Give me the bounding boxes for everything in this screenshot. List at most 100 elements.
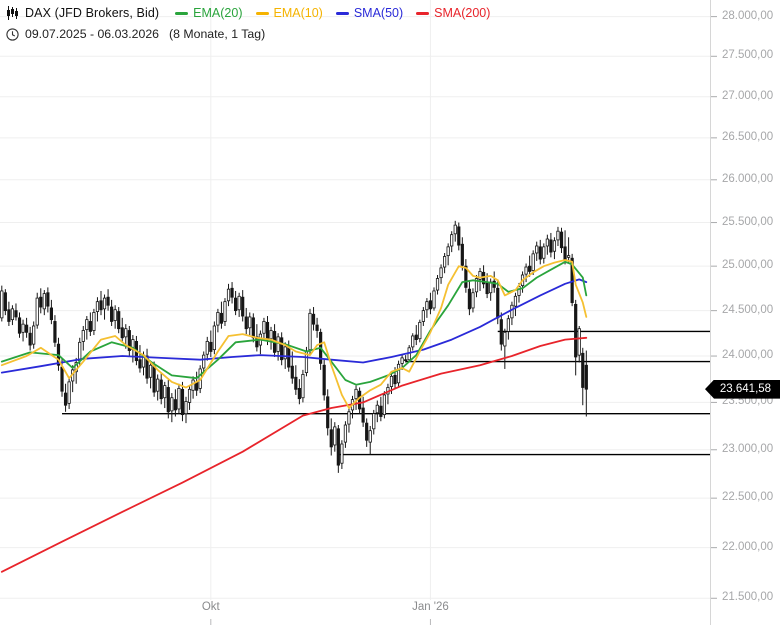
candle-body	[234, 297, 238, 312]
candle-body	[443, 256, 447, 268]
price-axis-label: 25.500,00	[722, 215, 774, 228]
candle-body	[425, 301, 429, 311]
candle-body	[173, 399, 177, 411]
candle-body	[205, 341, 209, 355]
candle-body	[567, 255, 571, 258]
time-axis-label: Okt	[201, 601, 220, 613]
candle-body	[471, 292, 475, 309]
price-axis-label: 23.000,00	[722, 442, 774, 455]
candle-body	[244, 316, 248, 330]
candle-body	[301, 374, 305, 399]
candle-body	[95, 301, 100, 312]
range-row: 09.07.2025 - 06.03.2026 (8 Monate, 1 Tag…	[6, 24, 503, 44]
candle-body	[499, 319, 503, 345]
candle-body	[492, 280, 496, 288]
candle-body	[216, 312, 220, 326]
candle-body	[138, 359, 142, 369]
candle-body	[74, 362, 78, 373]
candle-body	[340, 443, 344, 464]
candle-body	[549, 239, 553, 253]
candle-body	[329, 429, 333, 448]
candle-body	[382, 394, 386, 416]
candle-body	[152, 365, 156, 393]
candle-body	[177, 387, 181, 410]
candle-body	[421, 310, 425, 322]
candle-body	[39, 296, 43, 308]
candle-body	[241, 296, 245, 317]
candle-body	[372, 413, 376, 430]
price-axis-label: 22.500,00	[722, 491, 774, 504]
ema20-color-dash	[175, 11, 189, 15]
period-label: (8 Monate, 1 Tag)	[169, 27, 266, 41]
candle-body	[365, 422, 369, 441]
candle-body	[262, 321, 266, 334]
candle-body	[404, 359, 408, 362]
candle-body	[49, 307, 53, 321]
candle-body	[88, 321, 92, 332]
candle-body	[556, 230, 560, 241]
candle-body	[17, 317, 22, 334]
symbol-row: DAX (JFD Brokers, Bid) EMA(20) EMA(10) S…	[6, 3, 503, 23]
candle-body	[326, 396, 330, 429]
candle-body	[81, 330, 85, 342]
candle-body	[411, 335, 415, 348]
legend-label: EMA(10)	[273, 6, 323, 20]
legend-item-sma50[interactable]: SMA(50)	[335, 6, 404, 20]
candle-body	[163, 385, 167, 399]
candle-body	[464, 265, 468, 288]
candle-body	[563, 246, 567, 260]
symbol-label: DAX (JFD Brokers, Bid)	[25, 6, 160, 20]
legend-item-ema20[interactable]: EMA(20)	[175, 6, 243, 20]
sma50-color-dash	[335, 11, 349, 15]
candle-body	[212, 325, 216, 351]
candle-body	[535, 245, 539, 254]
candle-body	[187, 388, 192, 403]
candle-body	[439, 267, 443, 279]
candle-body	[524, 266, 528, 275]
candle-body	[170, 397, 174, 412]
candle-body	[159, 379, 163, 400]
price-axis-label: 28.000,00	[722, 9, 774, 22]
candle-body	[506, 318, 510, 332]
candle-body	[287, 347, 291, 368]
date-range-label: 09.07.2025 - 06.03.2026	[25, 27, 160, 41]
candle-body	[202, 354, 206, 369]
candle-body	[230, 287, 234, 298]
candle-body	[457, 226, 461, 246]
candle-body	[251, 317, 255, 339]
legend-item-ema10[interactable]: EMA(10)	[255, 6, 323, 20]
candle-body	[145, 355, 149, 379]
candle-body	[237, 295, 241, 311]
price-axis-label: 24.500,00	[722, 303, 774, 316]
candle-body	[450, 234, 454, 247]
price-axis-label: 26.000,00	[722, 172, 774, 185]
candle-body	[120, 327, 124, 339]
candle-body	[297, 387, 301, 400]
candle-body	[478, 271, 482, 280]
candle-body	[393, 375, 397, 385]
candle-body	[513, 295, 518, 307]
candle-body	[354, 388, 358, 400]
candle-body	[347, 411, 351, 425]
candle-body	[396, 363, 401, 384]
candle-body	[283, 346, 287, 360]
price-axis-label: 22.000,00	[722, 540, 774, 553]
candle-body	[503, 331, 507, 347]
candle-body	[414, 334, 418, 340]
candle-body	[223, 301, 227, 322]
price-axis-label: 21.500,00	[722, 591, 774, 604]
candle-body	[78, 341, 82, 362]
sma200-line	[0, 336, 588, 573]
legend-item-sma200[interactable]: SMA(200)	[416, 6, 490, 20]
legend-label: SMA(50)	[353, 6, 404, 20]
candle-body	[446, 246, 450, 257]
ema20-line	[0, 260, 588, 386]
candle-body	[311, 313, 316, 325]
candle-body	[184, 401, 188, 415]
candle-body	[581, 352, 585, 388]
candle-body	[375, 404, 379, 414]
chart-header: DAX (JFD Brokers, Bid) EMA(20) EMA(10) S…	[6, 3, 503, 44]
candle-body	[117, 311, 121, 330]
candle-body	[99, 300, 103, 311]
